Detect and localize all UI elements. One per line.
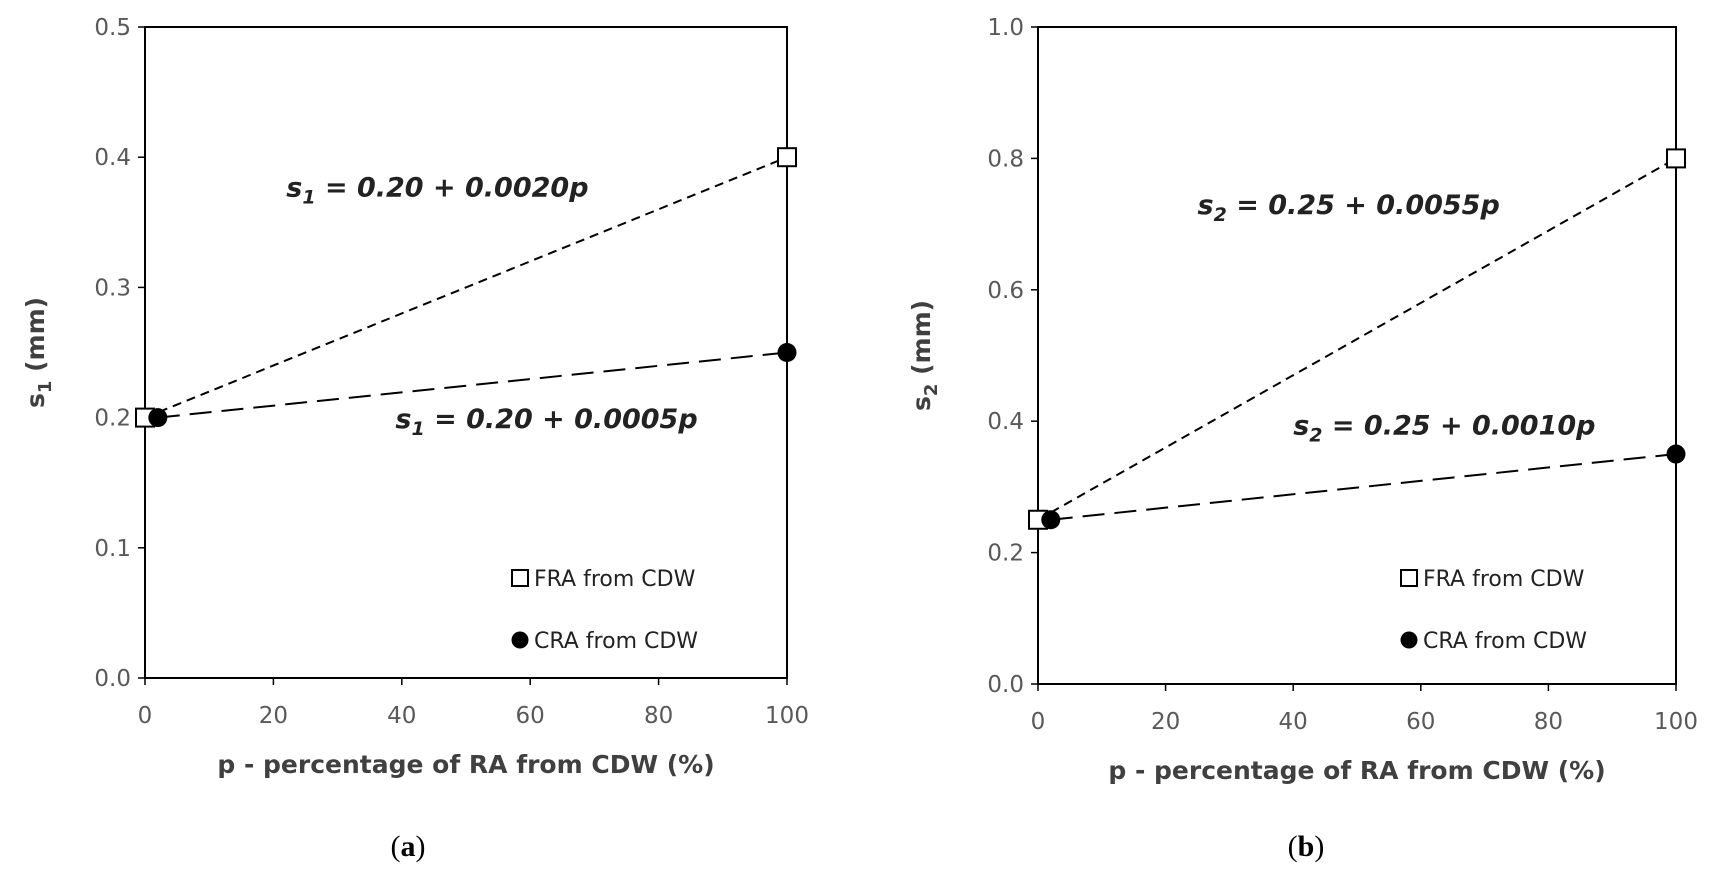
- x-tick-label: 80: [1534, 709, 1563, 735]
- y-axis-title-symbol: s: [21, 393, 50, 408]
- x-tick-label: 20: [259, 703, 288, 729]
- y-axis-title-subscript: 1: [35, 381, 56, 394]
- equation-symbol: s: [1293, 410, 1309, 441]
- y-axis-title: s1 (mm): [21, 297, 56, 408]
- equation-label-fra: s2 = 0.25 + 0.0055p: [1198, 190, 1500, 226]
- equation-expression: = 0.20 + 0.0005p: [425, 404, 698, 435]
- legend-label-cra: CRA from CDW: [534, 629, 698, 654]
- trend-line-cra: [157, 351, 788, 419]
- x-tick-label: 20: [1151, 709, 1180, 735]
- legend-marker-cra: [1400, 631, 1418, 649]
- equation-label-cra: s2 = 0.25 + 0.0010p: [1293, 410, 1595, 446]
- data-point-cra: [148, 408, 168, 428]
- data-point-cra: [1666, 444, 1686, 464]
- equation-expression: = 0.25 + 0.0010p: [1323, 410, 1596, 441]
- legend-marker-cra: [511, 631, 529, 649]
- chart-panel-a: 0.0 0.1 0.2 0.3 0.4 0.5 0 20 40 60 80 100 p - percen…: [21, 15, 809, 863]
- equation-subscript: 1: [302, 186, 315, 208]
- x-tick-label: 60: [516, 703, 545, 729]
- data-point-fra: [777, 147, 797, 168]
- equation-label-fra: s1 = 0.20 + 0.0020p: [286, 172, 588, 208]
- equation-expression: = 0.20 + 0.0020p: [316, 172, 589, 203]
- x-tick-label: 60: [1406, 709, 1435, 735]
- x-tick-label: 100: [1654, 709, 1698, 735]
- equation-symbol: s: [395, 404, 411, 435]
- panel-caption-close: ): [416, 830, 426, 863]
- x-axis-title: p - percentage of RA from CDW (%): [1108, 756, 1605, 785]
- y-tick-label: 0.6: [987, 278, 1024, 304]
- panel-caption-close: ): [1314, 830, 1324, 863]
- legend-marker-fra: [511, 569, 529, 587]
- equation-subscript: 2: [1309, 424, 1322, 446]
- data-point-cra: [1041, 510, 1061, 530]
- panel-caption-letter: a: [401, 830, 416, 863]
- y-tick-label: 0.2: [987, 541, 1024, 567]
- y-axis-title-unit: (mm): [21, 297, 50, 381]
- x-tick-label: 40: [1279, 709, 1308, 735]
- panel-caption-letter: b: [1298, 830, 1315, 863]
- y-tick-label: 0.1: [94, 536, 131, 562]
- panel-caption-open: (: [391, 830, 401, 863]
- x-tick-label: 100: [765, 703, 809, 729]
- y-tick-label: 1.0: [987, 15, 1024, 41]
- legend-label-fra: FRA from CDW: [534, 567, 696, 592]
- panel-caption: (a): [391, 830, 426, 863]
- equation-subscript: 2: [1214, 204, 1227, 226]
- y-tick-label: 0.5: [94, 15, 131, 41]
- equation-symbol: s: [286, 172, 302, 203]
- data-point-fra: [1666, 148, 1686, 169]
- legend-label-cra: CRA from CDW: [1423, 629, 1587, 654]
- y-axis-title-subscript: 2: [921, 384, 942, 397]
- panel-caption-open: (: [1288, 830, 1298, 863]
- data-point-cra: [777, 343, 797, 362]
- y-axis-title-unit: (mm): [907, 300, 936, 384]
- y-axis-title-symbol: s: [907, 396, 936, 411]
- x-tick-label: 80: [644, 703, 673, 729]
- trend-line-fra: [1037, 157, 1677, 521]
- y-tick-label: 0.4: [94, 145, 131, 171]
- y-axis-title: s2 (mm): [907, 300, 942, 411]
- legend-label-fra: FRA from CDW: [1423, 567, 1585, 592]
- y-tick-label: 0.3: [94, 275, 131, 301]
- x-axis-title: p - percentage of RA from CDW (%): [217, 750, 714, 779]
- plot-area-frame: [1037, 26, 1677, 685]
- equation-symbol: s: [1198, 190, 1214, 221]
- x-tick-label: 0: [1031, 709, 1046, 735]
- y-tick-label: 0.0: [94, 666, 131, 692]
- equation-expression: = 0.25 + 0.0055p: [1227, 190, 1500, 221]
- y-tick-label: 0.0: [987, 672, 1024, 698]
- x-tick-label: 40: [387, 703, 416, 729]
- equation-subscript: 1: [411, 418, 424, 440]
- legend-marker-fra: [1400, 569, 1418, 587]
- y-tick-label: 0.2: [94, 406, 131, 432]
- trend-line-cra: [1050, 453, 1677, 521]
- panel-caption: (b): [1288, 830, 1325, 863]
- chart-panel-b: 0.0 0.2 0.4 0.6 0.8 1.0 0 20 40 60 80 100 p - percen…: [907, 15, 1698, 863]
- x-tick-label: 0: [138, 703, 153, 729]
- y-tick-label: 0.8: [987, 146, 1024, 172]
- trend-line-fra: [144, 156, 788, 419]
- y-tick-label: 0.4: [987, 409, 1024, 435]
- equation-label-cra: s1 = 0.20 + 0.0005p: [395, 404, 697, 440]
